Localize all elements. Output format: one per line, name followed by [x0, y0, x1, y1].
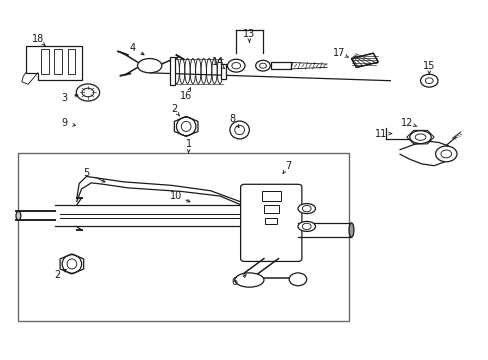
- Polygon shape: [351, 53, 377, 67]
- Text: 9: 9: [61, 118, 67, 128]
- Bar: [261, 192, 281, 202]
- Bar: [271, 63, 290, 69]
- FancyBboxPatch shape: [240, 184, 301, 261]
- Text: 7: 7: [285, 161, 291, 171]
- Text: 18: 18: [32, 34, 44, 44]
- Text: 6: 6: [231, 277, 237, 287]
- Bar: [54, 49, 62, 73]
- Text: 11: 11: [374, 129, 386, 139]
- Bar: [19, 153, 348, 321]
- Text: 10: 10: [170, 191, 182, 201]
- Bar: [41, 49, 49, 73]
- Bar: [170, 57, 175, 85]
- Text: 15: 15: [422, 61, 434, 71]
- Ellipse shape: [234, 273, 264, 287]
- Ellipse shape: [348, 223, 353, 237]
- Circle shape: [288, 273, 306, 286]
- Text: 4: 4: [129, 43, 136, 53]
- Text: 2: 2: [54, 270, 61, 280]
- Circle shape: [435, 146, 456, 162]
- Ellipse shape: [62, 255, 81, 273]
- Text: 17: 17: [332, 48, 345, 58]
- Text: 16: 16: [180, 91, 192, 101]
- Ellipse shape: [297, 203, 315, 213]
- Bar: [221, 64, 225, 78]
- Ellipse shape: [176, 117, 196, 136]
- Text: 13: 13: [243, 28, 255, 39]
- Ellipse shape: [16, 211, 21, 220]
- Text: 1: 1: [185, 139, 191, 149]
- Bar: [264, 205, 278, 213]
- Text: 14: 14: [211, 57, 224, 67]
- Ellipse shape: [137, 59, 162, 73]
- Ellipse shape: [229, 121, 249, 139]
- Ellipse shape: [409, 131, 430, 144]
- Text: 5: 5: [83, 168, 89, 178]
- Ellipse shape: [297, 221, 315, 231]
- Bar: [264, 218, 277, 224]
- Text: 2: 2: [170, 104, 177, 113]
- Text: 12: 12: [400, 118, 413, 128]
- Text: 3: 3: [61, 93, 67, 103]
- Bar: [67, 49, 75, 73]
- Text: 8: 8: [229, 114, 235, 124]
